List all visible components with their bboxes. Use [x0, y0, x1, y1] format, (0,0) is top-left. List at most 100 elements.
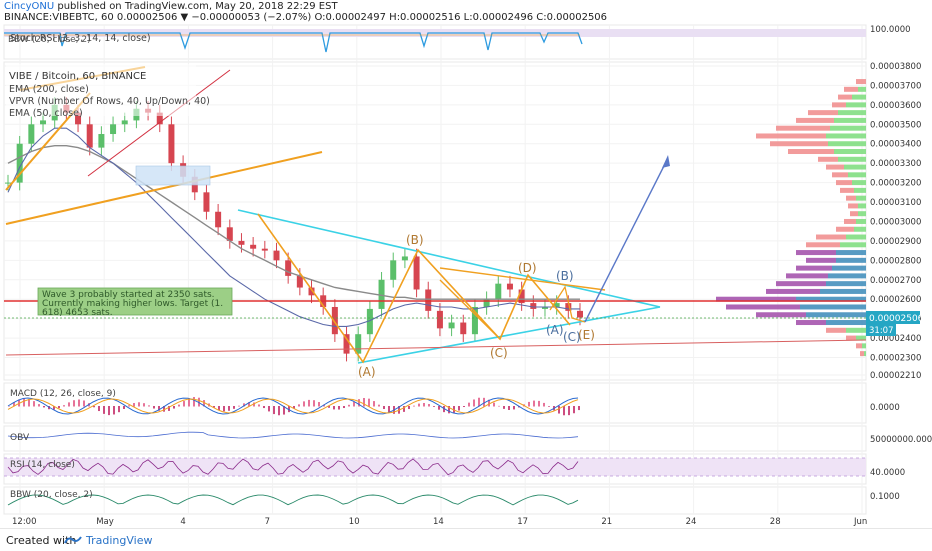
- macd-histogram-bar: [408, 406, 410, 410]
- candle-body: [215, 211, 222, 228]
- macd-histogram-bar: [113, 406, 115, 415]
- author-link[interactable]: CincyONU: [4, 1, 55, 12]
- projection-arrow-head: [662, 155, 670, 168]
- vpvr-bar-up: [858, 203, 866, 209]
- time-axis[interactable]: 12:00 May 4 7 10 14 17 21 24 28 Jun: [12, 517, 867, 527]
- candle-body: [28, 124, 35, 144]
- vpvr-bar-down: [856, 79, 866, 85]
- vpvr-bar-down: [844, 218, 856, 224]
- vpvr-bar-down: [846, 195, 856, 201]
- bbw-axis-label: 0.1000: [870, 492, 900, 502]
- macd-histogram-bar: [548, 406, 550, 407]
- candle-body: [296, 275, 303, 288]
- macd-histogram-bar: [68, 402, 70, 407]
- macd-histogram-bar: [318, 402, 320, 407]
- macd-histogram-bar: [578, 406, 580, 411]
- ema50-line: [7, 127, 580, 327]
- vpvr-bar-down: [716, 296, 796, 302]
- countdown-label: 31:07: [869, 326, 894, 336]
- macd-histogram-bar: [323, 404, 325, 407]
- volume-profile: [716, 79, 866, 357]
- candle-body: [366, 308, 373, 335]
- trading-chart[interactable]: BBW (20, close, 2) Stoch RSI (3, 3, 14, …: [0, 24, 932, 528]
- macd-histogram-bar: [148, 405, 150, 407]
- price-tick-label: 0.00002800: [870, 256, 921, 266]
- obv-line: [7, 431, 579, 439]
- candle-body: [203, 192, 210, 212]
- price-tick-label: 0.00002210: [870, 371, 921, 381]
- macd-histogram-bar: [288, 406, 290, 413]
- macd-histogram-bar: [338, 406, 340, 410]
- legend-bg: [6, 64, 196, 116]
- price-series: [5, 97, 583, 362]
- macd-histogram-bar: [133, 403, 135, 407]
- macd-histogram-bar: [363, 397, 365, 407]
- vpvr-bar-down: [796, 265, 832, 271]
- price-tick-label: 0.00003300: [870, 159, 921, 169]
- vpvr-bar-up: [854, 187, 866, 193]
- annotation-line: 618) 4653 sats.: [42, 308, 113, 318]
- vpvr-bar-down: [816, 234, 846, 240]
- macd-histogram-bar: [253, 402, 255, 407]
- vpvr-bar-up: [838, 110, 866, 116]
- vpvr-bar-up: [832, 265, 866, 271]
- candle-body: [86, 124, 93, 148]
- candle-body: [16, 143, 23, 183]
- macd-histogram-bar: [248, 402, 250, 407]
- annotation-box[interactable]: [37, 287, 233, 316]
- vpvr-bar-up: [840, 242, 866, 248]
- vpvr-bar-up: [852, 94, 866, 100]
- tradingview-link[interactable]: TradingView: [86, 534, 153, 547]
- vpvr-bar-up: [864, 351, 866, 357]
- macd-histogram-bar: [293, 406, 295, 409]
- orange-trendline-lower: [5, 151, 323, 225]
- vpvr-bar-up: [828, 141, 866, 147]
- macd-histogram-bar: [388, 406, 390, 413]
- time-tick-label: May: [96, 517, 114, 527]
- macd-histogram-bar: [543, 402, 545, 407]
- vpvr-bar-down: [832, 172, 848, 178]
- vpvr-bar-down: [848, 203, 858, 209]
- bbw-panel: [3, 486, 867, 515]
- stoch-rsi-legend: BBW (20, close, 2): [8, 35, 91, 45]
- candle-body: [75, 112, 82, 125]
- vpvr-bar-up: [796, 296, 866, 302]
- wave-label-e: (E): [578, 328, 595, 342]
- candle-body: [460, 322, 467, 335]
- vpvr-bar-up: [852, 180, 866, 186]
- vpvr-bar-up: [856, 335, 866, 341]
- macd-histogram-bar: [268, 406, 270, 412]
- candle-body: [110, 124, 117, 135]
- stoch-rsi-axis-label: 100.0000: [870, 25, 911, 35]
- macd-line: [7, 397, 579, 415]
- candle-body: [565, 303, 572, 311]
- candle-body: [401, 256, 408, 261]
- vpvr-bar-up: [826, 281, 866, 287]
- macd-histogram-bar: [158, 406, 160, 411]
- legend-ema200: EMA (200, close): [9, 84, 89, 95]
- time-tick-label: 7: [265, 517, 270, 527]
- legend-ema50: EMA (50, close): [9, 108, 83, 119]
- bbw-line: [7, 494, 579, 506]
- macd-histogram-bar: [568, 406, 570, 416]
- time-tick-label: 24: [686, 517, 697, 527]
- cyan-triangle-lower: [357, 306, 661, 364]
- macd-histogram-bar: [563, 406, 565, 416]
- published-text: published on TradingView.com, May 20, 20…: [57, 1, 338, 12]
- macd-histogram-bar: [78, 399, 80, 407]
- obv-legend: OBV: [10, 433, 30, 443]
- macd-histogram-bar: [93, 406, 95, 408]
- elliott-wave-path: [257, 213, 571, 364]
- time-tick-label: 28: [770, 517, 781, 527]
- macd-histogram-bar: [198, 397, 200, 407]
- macd-histogram-bar: [103, 406, 105, 414]
- countdown-tag: [866, 324, 896, 336]
- candle-body: [98, 134, 105, 148]
- vpvr-bar-up: [828, 273, 866, 279]
- price-tick-label: 0.00003200: [870, 179, 921, 189]
- vpvr-bar-up: [862, 343, 866, 349]
- annotation-line: Currently making higher lows. Target (1.: [42, 299, 223, 309]
- vpvr-bar-up: [834, 117, 866, 123]
- legend-vpvr: VPVR (Number Of Rows, 40, Up/Down, 40): [9, 96, 210, 107]
- time-tick-label: 14: [433, 517, 444, 527]
